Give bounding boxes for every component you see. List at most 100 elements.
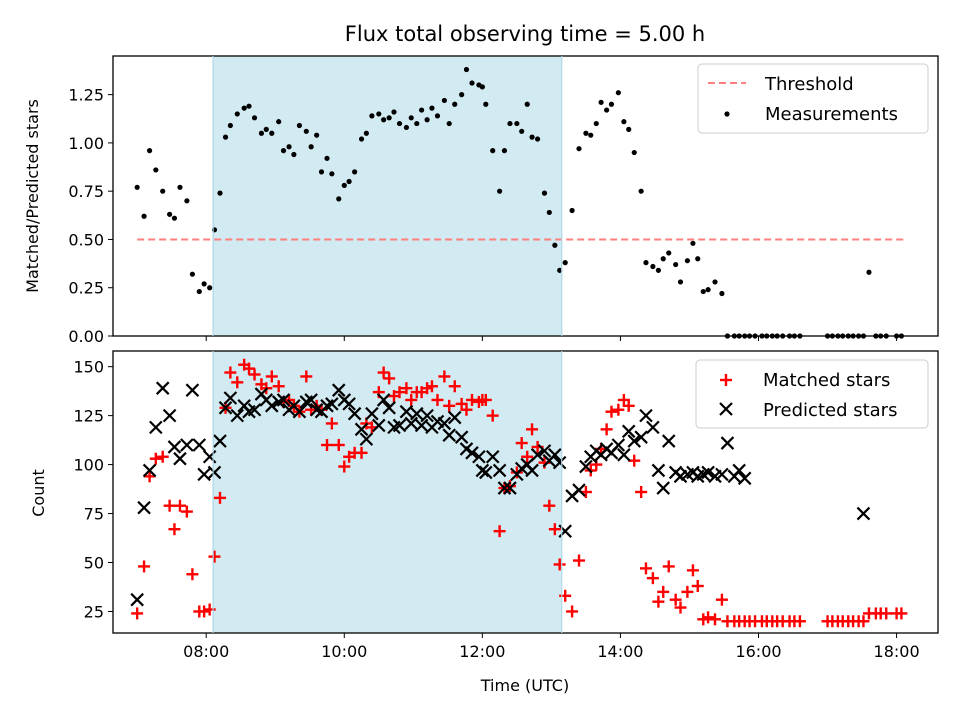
measurement-point bbox=[308, 144, 314, 150]
matched-stars-point bbox=[652, 595, 665, 608]
measurement-point bbox=[677, 279, 684, 285]
predicted-stars-point bbox=[442, 428, 456, 442]
matched-stars-point bbox=[702, 611, 715, 624]
matched-stars-point bbox=[895, 607, 908, 620]
measurement-point bbox=[251, 115, 258, 121]
measurement-point bbox=[324, 155, 330, 161]
count-x-tick-label: 10:00 bbox=[321, 642, 367, 661]
measurement-point bbox=[621, 119, 627, 125]
measurement-point bbox=[369, 113, 375, 119]
matched-stars-point bbox=[224, 366, 237, 379]
matched-stars-point bbox=[553, 558, 566, 571]
matched-stars-point bbox=[674, 601, 687, 614]
measurement-point bbox=[234, 111, 240, 117]
measurement-point bbox=[381, 117, 387, 123]
count-legend-box bbox=[695, 359, 929, 429]
ratio-y-axis: 0.00 0.25 0.50 0.75 1.00 1.25 bbox=[68, 86, 113, 346]
measurement-point bbox=[557, 267, 563, 273]
matched-stars-point bbox=[566, 605, 579, 618]
matched-stars-point bbox=[198, 605, 211, 618]
count-marks bbox=[130, 358, 908, 628]
matched-stars-point bbox=[600, 423, 613, 436]
measurement-point bbox=[684, 258, 690, 264]
measurement-point bbox=[434, 113, 441, 119]
predicted-stars-point bbox=[651, 463, 666, 478]
predicted-stars-point bbox=[130, 592, 144, 607]
ratio-y-tick-label: 1.25 bbox=[68, 86, 104, 105]
matched-stars-point bbox=[521, 450, 534, 463]
predicted-stars-point bbox=[149, 420, 163, 435]
predicted-stars-point bbox=[525, 463, 539, 478]
predicted-stars-point bbox=[572, 483, 586, 497]
ratio-y-tick-label: 0.00 bbox=[68, 327, 104, 346]
measurement-point bbox=[695, 256, 701, 262]
measurement-point bbox=[403, 124, 410, 131]
predicted-stars-point bbox=[701, 465, 715, 480]
measurement-point bbox=[441, 97, 447, 104]
chart-title: Flux total observing time = 5.00 h bbox=[345, 22, 705, 46]
matched-stars-point bbox=[460, 403, 473, 416]
predicted-stars-point bbox=[155, 381, 170, 395]
predicted-stars-point bbox=[552, 455, 567, 470]
predicted-stars-point bbox=[223, 391, 238, 405]
count-x-tick-label: 08:00 bbox=[183, 642, 229, 661]
measurement-point bbox=[655, 267, 661, 273]
count-y-tick-label: 150 bbox=[73, 358, 104, 377]
matched-stars-point bbox=[662, 560, 675, 573]
measurement-point bbox=[424, 117, 430, 123]
predicted-stars-point bbox=[409, 406, 424, 421]
measurement-point bbox=[146, 148, 153, 154]
matched-stars-point bbox=[300, 370, 313, 383]
measurement-point bbox=[643, 260, 649, 266]
predicted-stars-point bbox=[479, 465, 493, 480]
measurement-point bbox=[519, 128, 525, 134]
predicted-stars-point bbox=[142, 463, 157, 478]
predicted-stars-point bbox=[656, 481, 671, 495]
matched-stars-point bbox=[377, 366, 390, 379]
measurement-point bbox=[660, 256, 666, 262]
ratio-legend: Threshold Measurements bbox=[697, 63, 929, 134]
measurement-point bbox=[546, 209, 552, 216]
matched-stars-point bbox=[405, 393, 418, 406]
matched-stars-point bbox=[857, 615, 870, 628]
predicted-stars-point bbox=[292, 404, 307, 419]
predicted-stars-point bbox=[530, 448, 545, 462]
matched-stars-point bbox=[208, 550, 221, 563]
measurement-point bbox=[700, 288, 706, 295]
predicted-stars-point bbox=[372, 418, 386, 433]
measurement-point bbox=[227, 122, 233, 129]
ratio-highlight-span bbox=[213, 56, 562, 336]
matched-stars-point bbox=[173, 499, 186, 512]
predicted-stars-point bbox=[617, 448, 631, 462]
measurement-point bbox=[160, 188, 166, 194]
measurement-point bbox=[666, 250, 672, 256]
count-y-tick-label: 100 bbox=[73, 456, 104, 475]
measurement-point bbox=[303, 128, 309, 134]
matched-stars-point bbox=[168, 523, 181, 536]
measurement-point bbox=[490, 148, 496, 154]
count-legend: Matched stars Predicted stars bbox=[695, 359, 929, 429]
count-x-tick-label: 14:00 bbox=[597, 642, 643, 661]
predicted-stars-point bbox=[537, 444, 552, 458]
measurement-point bbox=[141, 213, 147, 219]
measurement-point bbox=[524, 101, 530, 107]
matched-stars-point bbox=[321, 439, 334, 451]
matched-stars-point bbox=[431, 393, 444, 406]
predicted-stars-point bbox=[497, 481, 512, 495]
predicted-stars-point bbox=[447, 410, 462, 425]
matched-stars-point bbox=[691, 580, 704, 592]
predicted-stars-point bbox=[213, 434, 227, 448]
measurement-point bbox=[177, 184, 183, 190]
predicted-stars-point bbox=[627, 434, 642, 448]
matched-stars-point bbox=[448, 380, 461, 393]
measurement-point bbox=[386, 115, 392, 121]
matched-stars-point bbox=[438, 370, 451, 383]
measurement-point bbox=[452, 101, 458, 107]
count-panel: 25 50 75 100 125 150 08:00 10:00 12:00 14:00 16:0… bbox=[29, 350, 939, 695]
predicted-stars-point bbox=[276, 393, 291, 407]
matched-stars-point bbox=[622, 399, 635, 412]
measurement-point bbox=[341, 182, 347, 188]
measurement-point bbox=[352, 169, 358, 175]
measurement-point bbox=[501, 148, 508, 154]
